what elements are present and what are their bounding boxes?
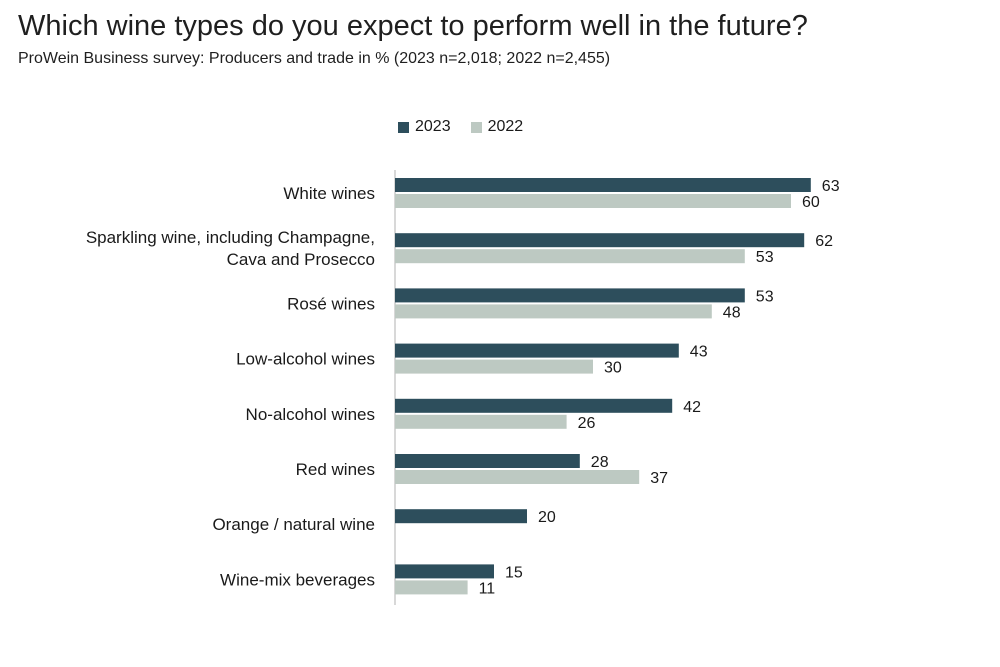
bar-2023 [395,398,673,413]
legend-item-2022: 2022 [470,118,524,136]
bar-2022 [395,470,640,484]
category-label: Red wines [296,460,375,479]
data-label-2023: 63 [822,178,840,195]
bar-2022 [395,580,468,595]
data-label-2022: 11 [479,580,496,597]
bar-2023 [395,343,679,358]
data-label-2023: 20 [538,509,556,526]
category-label: White wines [283,184,375,203]
chart-subtitle: ProWein Business survey: Producers and t… [18,50,611,67]
data-label-2023: 28 [591,454,609,471]
category-label: Rosé wines [287,294,375,313]
category-label: Orange / natural wine [212,515,375,534]
legend: 2023 2022 [398,118,523,136]
legend-swatch-2022 [470,121,482,133]
category-label: Cava and Prosecco [227,250,375,269]
bar-2022 [395,304,712,319]
legend-swatch-2023 [398,121,409,133]
bar-2023 [395,509,527,524]
data-label-2023: 43 [690,344,708,361]
data-label-2022: 60 [802,194,820,211]
legend-item-2023: 2023 [398,118,451,136]
bar-2023 [395,178,811,192]
bar-2023 [395,233,805,248]
chart-title: Which wine types do you expect to perfor… [18,10,808,42]
data-label-2023: 62 [815,233,833,250]
data-label-2022: 53 [756,249,774,266]
data-label-2022: 37 [650,470,668,487]
data-label-2022: 30 [604,360,622,377]
data-label-2023: 42 [683,399,701,416]
legend-label-2023: 2023 [415,118,451,135]
data-label-2022: 26 [578,415,596,432]
category-label: No-alcohol wines [246,405,375,424]
bar-2023 [395,454,580,468]
data-label-2023: 15 [505,564,523,581]
bar-2022 [395,359,593,374]
bar-2022 [395,414,567,429]
category-label: Wine-mix beverages [220,570,375,589]
legend-label-2022: 2022 [487,118,524,135]
bar-2022 [395,249,745,264]
data-label-2023: 53 [756,288,774,305]
data-label-2022: 48 [723,304,741,321]
category-label: Sparkling wine, including Champagne, [86,228,375,247]
bar-2023 [395,288,745,303]
bar-2022 [395,194,791,208]
category-label: Low-alcohol wines [236,350,375,369]
bar-2023 [395,564,494,579]
